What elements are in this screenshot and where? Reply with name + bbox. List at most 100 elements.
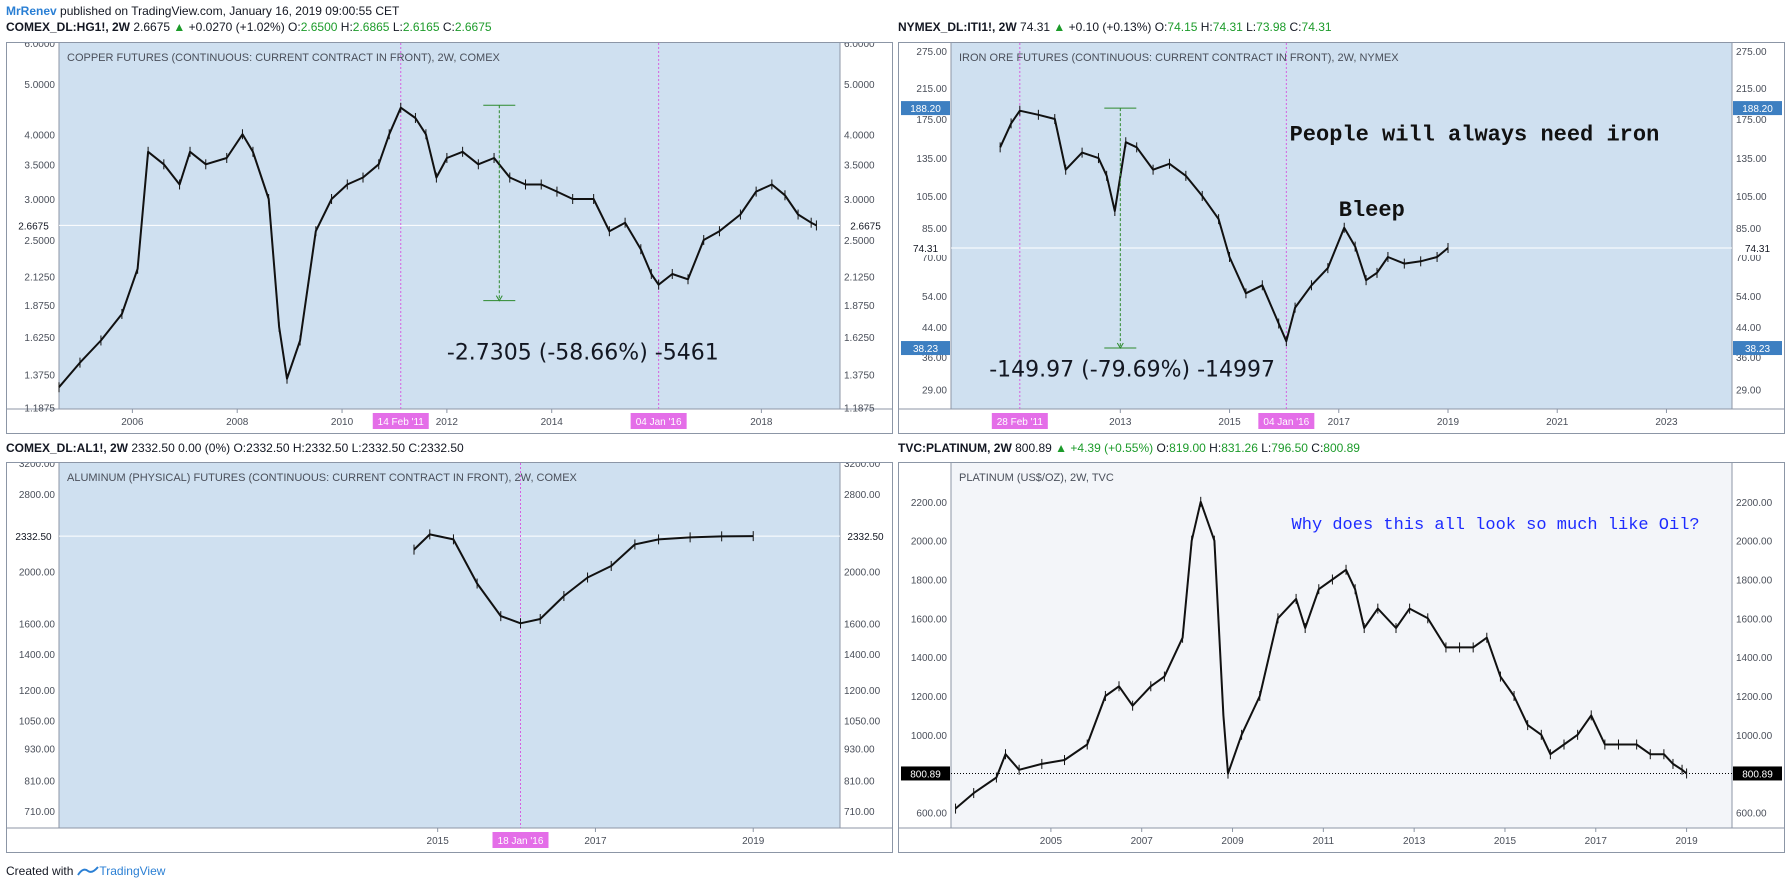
last-price-label: 800.89	[910, 769, 941, 780]
price-mark-badge	[901, 341, 950, 356]
chart-header-aluminum: COMEX_DL:AL1!, 2W 2332.50 0.00 (0%) O:23…	[6, 441, 464, 455]
y-tick-label-right: 1200.00	[844, 686, 881, 697]
y-tick-label-right: 70.00	[1736, 253, 1761, 264]
x-tick-label: 2018	[750, 417, 773, 428]
y-tick-label-left: 175.00	[916, 115, 947, 126]
y-tick-label-right: 1600.00	[1736, 614, 1773, 625]
close: 2.6675	[454, 20, 492, 34]
measure-label: -149.97 (-79.69%) -14997	[989, 358, 1275, 383]
y-tick-label-left: 1.8750	[24, 301, 55, 312]
annotation-text: Why does this all look so much like Oil?	[1292, 516, 1700, 535]
chart-panel-platinum[interactable]: 2200.00 2200.00 2000.00 2000.00 1800.00 1800.…	[898, 462, 1785, 853]
x-tick-label: 2015	[427, 836, 450, 847]
close: 800.89	[1323, 441, 1360, 455]
symbol: NYMEX_DL:ITI1!, 2W	[898, 20, 1017, 34]
y-tick-label-left: 1050.00	[19, 717, 56, 728]
arrow-up-icon: ▲	[1055, 441, 1068, 455]
y-tick-label-left: 710.00	[24, 807, 55, 818]
open: 74.15	[1167, 20, 1198, 34]
author-link[interactable]: MrRenev	[6, 4, 57, 18]
y-tick-label-left: 3.0000	[24, 195, 55, 206]
y-tick-label-left: 4.0000	[24, 130, 55, 141]
last-price: 2.6675	[133, 20, 171, 34]
chart-panel-copper[interactable]: 6.0000 6.0000 5.0000 5.0000 4.0000 4.0000 3.50…	[6, 42, 893, 434]
last-price-badge-left	[901, 766, 950, 781]
last-price-label: 2.6675	[850, 221, 881, 232]
y-tick-label-right: 4.0000	[844, 130, 875, 141]
chart-header-iron: NYMEX_DL:ITI1!, 2W 74.31 ▲ +0.10 (+0.13%…	[898, 20, 1332, 34]
y-tick-label-right: 710.00	[844, 807, 875, 818]
x-tick-label: 2011	[1313, 836, 1335, 847]
y-tick-label-right: 1.1875	[844, 404, 875, 415]
y-tick-label-left: 2200.00	[911, 498, 948, 509]
y-tick-label-left: 3.5000	[24, 160, 55, 171]
chart-title: ALUMINUM (PHYSICAL) FUTURES (CONTINUOUS:…	[67, 472, 578, 484]
date-marker-badge	[991, 413, 1048, 429]
y-tick-label-left: 2.1250	[24, 273, 55, 284]
y-tick-label-right: 36.00	[1736, 353, 1761, 364]
low: 2332.50	[361, 441, 405, 455]
chart-title: COPPER FUTURES (CONTINUOUS: CURRENT CONT…	[67, 52, 501, 64]
measure-arrow-icon	[495, 295, 503, 302]
price-mark-badge	[1733, 341, 1782, 356]
close: 2332.50	[420, 441, 464, 455]
x-tick-label: 2013	[1109, 417, 1132, 428]
open: 819.00	[1169, 441, 1206, 455]
y-tick-label-right: 2800.00	[844, 490, 881, 501]
x-tick-label: 2023	[1655, 417, 1678, 428]
y-tick-label-left: 1200.00	[911, 692, 948, 703]
symbol: COMEX_DL:HG1!, 2W	[6, 20, 131, 34]
last-price-label: 2332.50	[847, 532, 884, 543]
y-tick-label-left: 1200.00	[19, 686, 56, 697]
arrow-up-icon: ▲	[1053, 20, 1066, 34]
y-tick-label-right: 1400.00	[844, 650, 881, 661]
measure-arrow-icon	[1116, 342, 1124, 350]
tradingview-link[interactable]: TradingView	[77, 864, 165, 878]
y-tick-label-right: 1050.00	[844, 717, 881, 728]
y-tick-label-right: 54.00	[1736, 292, 1761, 303]
measure-label: -2.7305 (-58.66%) -5461	[447, 341, 719, 366]
tradingview-brand: TradingView	[99, 864, 166, 878]
x-tick-label: 2021	[1546, 417, 1569, 428]
y-tick-label-left: 2.5000	[24, 236, 55, 247]
x-tick-label: 2019	[742, 836, 765, 847]
price-mark-label: 38.23	[913, 344, 938, 355]
y-tick-label-left: 54.00	[922, 292, 947, 303]
price-mark-label: 188.20	[910, 104, 941, 115]
y-tick-label-right: 1600.00	[844, 619, 881, 630]
chart-svg: 275.00 275.00 215.00 215.00 175.00 175.00 135.…	[899, 43, 1784, 433]
high: 2332.50	[304, 441, 349, 455]
y-tick-label-left: 215.00	[916, 84, 947, 95]
chart-panel-iron-ore[interactable]: 275.00 275.00 215.00 215.00 175.00 175.00 135.…	[898, 42, 1785, 434]
last-price: 2332.50	[131, 441, 175, 455]
y-tick-label-right: 275.00	[1736, 47, 1767, 58]
y-tick-label-right: 175.00	[1736, 115, 1767, 126]
footer: Created with TradingView	[6, 864, 165, 878]
annotation-text: Bleep	[1339, 198, 1405, 223]
x-tick-label: 2014	[541, 417, 564, 428]
y-tick-label-right: 1000.00	[1736, 731, 1773, 742]
last-price-label: 74.31	[913, 244, 938, 255]
x-tick-label: 2019	[1437, 417, 1460, 428]
x-tick-label: 2017	[1328, 417, 1351, 428]
y-tick-label-right: 3.5000	[844, 160, 875, 171]
date-marker-badge	[492, 832, 549, 848]
y-tick-label-right: 2000.00	[844, 568, 881, 579]
y-tick-label-left: 1.6250	[24, 333, 55, 344]
y-tick-label-right: 810.00	[844, 777, 875, 788]
y-tick-label-right: 6.0000	[844, 43, 875, 50]
y-tick-label-right: 105.00	[1736, 192, 1767, 203]
chart-panel-aluminum[interactable]: 3200.00 3200.00 2800.00 2800.00 2000.00 2000.…	[6, 462, 893, 853]
y-tick-label-right: 3200.00	[844, 463, 881, 470]
footer-created: Created with	[6, 864, 74, 878]
y-tick-label-left: 1400.00	[911, 653, 948, 664]
y-tick-label-left: 600.00	[916, 808, 947, 819]
price-mark-badge	[901, 101, 950, 116]
annotation-text: People will always need iron	[1290, 122, 1660, 147]
last-price-badge-right	[1733, 240, 1782, 255]
last-price-badge-right	[841, 529, 890, 544]
x-tick-label: 2005	[1040, 836, 1063, 847]
y-tick-label-left: 1400.00	[19, 650, 56, 661]
x-tick-label: 2013	[1403, 836, 1426, 847]
price-mark-label: 188.20	[1742, 104, 1773, 115]
